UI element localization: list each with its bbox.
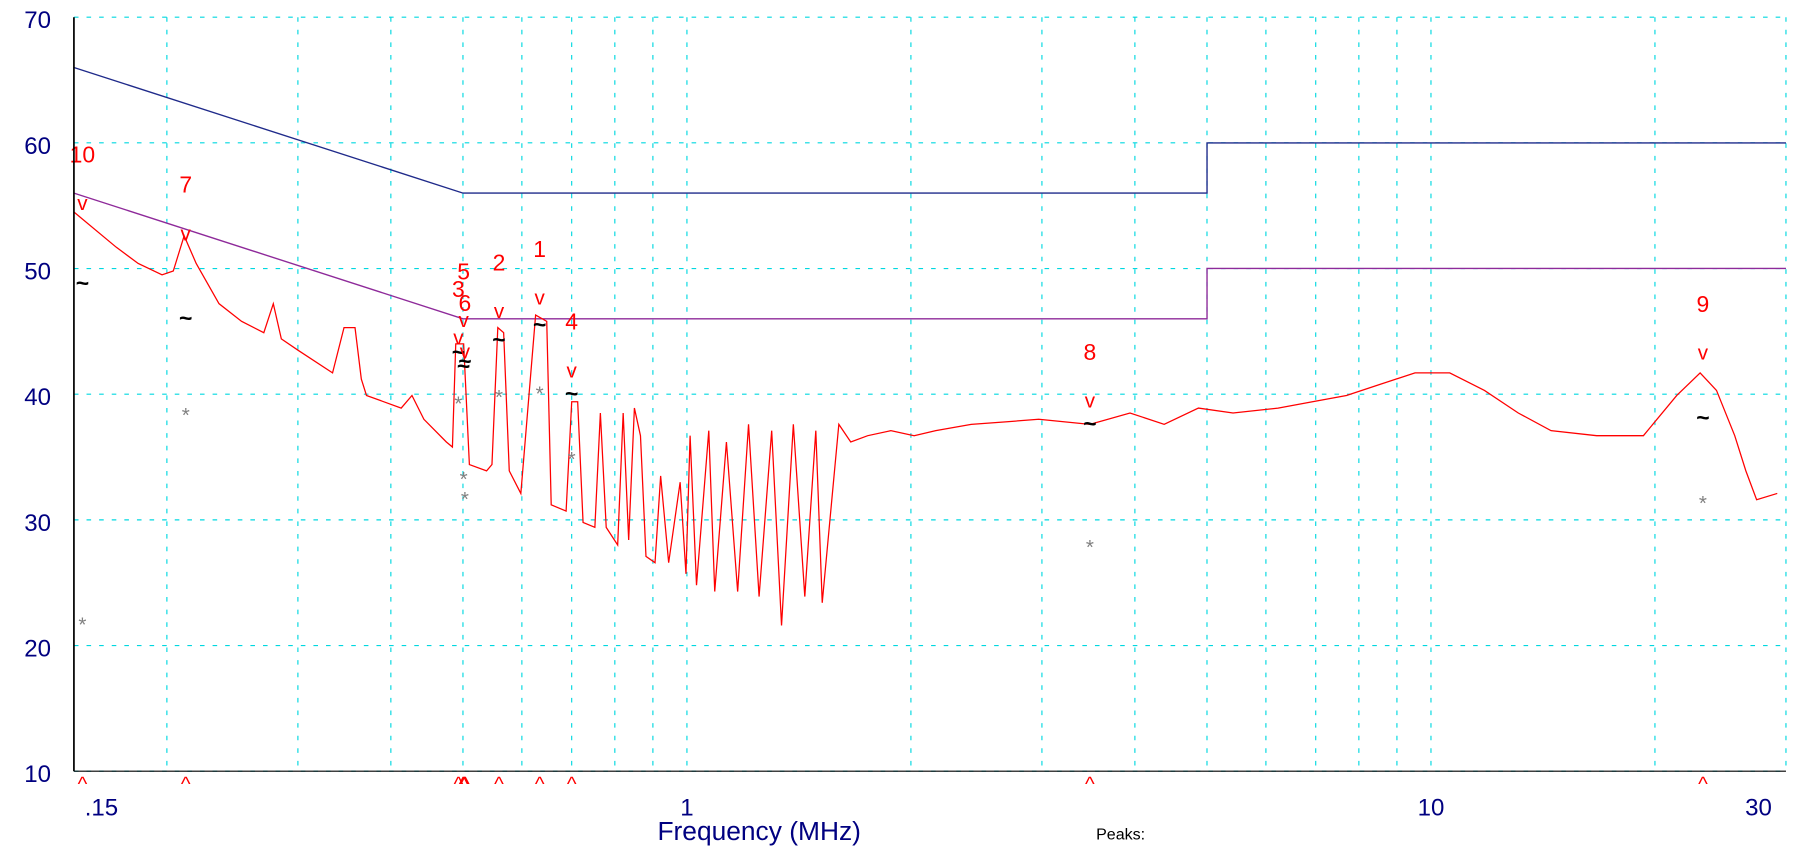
peak-marker: v xyxy=(1085,389,1096,412)
peak-marker: v xyxy=(1698,342,1709,365)
x-tick-label: .15 xyxy=(85,794,118,821)
y-tick-label: 10 xyxy=(24,761,51,788)
peak-label: 1 xyxy=(533,236,546,262)
peak-marker: v xyxy=(181,222,192,245)
y-tick-label: 20 xyxy=(24,635,51,662)
peak-label: 9 xyxy=(1697,291,1710,317)
avg-marker: * xyxy=(568,448,576,471)
avg-marker: * xyxy=(536,382,544,405)
qp-marker: ~ xyxy=(533,311,546,337)
avg-marker: * xyxy=(460,468,468,491)
axis-marker: ^ xyxy=(181,772,191,795)
qp-marker: ~ xyxy=(492,326,505,352)
axis-marker: ^ xyxy=(494,772,504,795)
qp-marker: ~ xyxy=(1083,411,1096,437)
y-tick-label: 60 xyxy=(24,133,51,160)
axis-marker: ^ xyxy=(1698,772,1708,795)
peak-marker: v xyxy=(460,340,471,363)
avg-marker: * xyxy=(78,614,86,637)
peak-marker: v xyxy=(458,309,469,332)
avg-marker: * xyxy=(182,404,190,427)
qp-marker: ~ xyxy=(452,339,465,365)
qp-marker: ~ xyxy=(457,353,470,379)
peaks-title: Peaks: xyxy=(1096,826,1145,844)
y-tick-label: 30 xyxy=(24,510,51,537)
qp-marker: ~ xyxy=(565,381,578,407)
qp-marker: ~ xyxy=(1696,404,1709,430)
peak-label: 4 xyxy=(565,309,578,335)
x-tick-label: 30 xyxy=(1745,794,1772,821)
axis-marker: ^ xyxy=(459,772,469,795)
x-tick-label: 10 xyxy=(1418,794,1445,821)
axis-marker: ^ xyxy=(567,772,577,795)
peak-label: 6 xyxy=(459,290,472,316)
avg-marker: * xyxy=(1086,536,1094,559)
peak-label: 5 xyxy=(457,258,470,284)
series-line xyxy=(73,66,1786,194)
x-tick-label: 1 xyxy=(680,794,693,821)
axis-marker: ^ xyxy=(535,772,545,795)
avg-marker: * xyxy=(454,393,462,416)
series-line xyxy=(73,211,1778,626)
axis-marker: ^ xyxy=(78,772,88,795)
peak-marker: v xyxy=(567,359,578,382)
qp-marker: ~ xyxy=(179,305,192,331)
peak-marker: v xyxy=(535,286,546,309)
series-line xyxy=(73,192,1786,320)
axis-marker: ^ xyxy=(460,772,470,795)
peak-marker: v xyxy=(453,327,464,350)
x-axis-title: Frequency (MHz) xyxy=(657,816,860,846)
peak-marker: v xyxy=(77,192,88,215)
peak-label: 7 xyxy=(179,172,192,198)
peak-label: 2 xyxy=(493,250,506,276)
avg-marker: * xyxy=(461,488,469,511)
peak-label: 3 xyxy=(452,276,465,302)
avg-marker: * xyxy=(495,386,503,409)
qp-marker: ~ xyxy=(458,348,471,374)
avg-marker: * xyxy=(1699,492,1707,515)
axis-marker: ^ xyxy=(454,772,464,795)
qp-marker: ~ xyxy=(76,270,89,296)
peak-marker: v xyxy=(494,300,505,323)
plot-area: v1~*^v2~*^v3~*^v4~*^v5~*^v6~*^v7~*^v8~*^… xyxy=(70,66,1786,795)
axis-marker: ^ xyxy=(1085,772,1095,795)
peak-label: 8 xyxy=(1084,339,1097,365)
y-tick-label: 50 xyxy=(24,258,51,285)
y-tick-label: 40 xyxy=(24,384,51,411)
y-tick-label: 70 xyxy=(24,7,51,34)
